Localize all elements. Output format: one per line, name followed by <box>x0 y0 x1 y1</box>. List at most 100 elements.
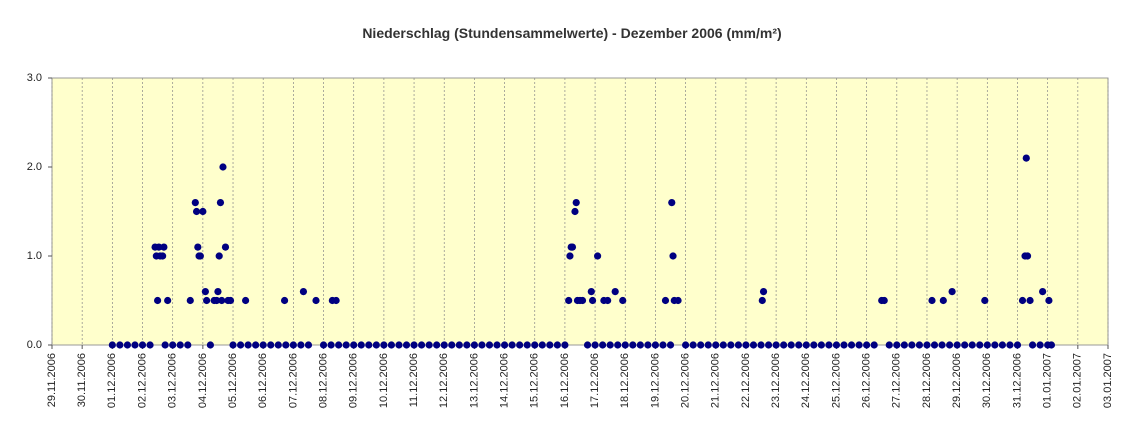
data-point <box>976 341 984 349</box>
data-point <box>825 341 833 349</box>
data-point <box>885 341 893 349</box>
data-point <box>832 341 841 349</box>
data-point <box>1026 296 1034 305</box>
x-tick-label: 03.01.2007 <box>1102 353 1114 408</box>
data-point <box>749 341 758 349</box>
data-point <box>948 288 956 296</box>
data-point <box>418 341 426 349</box>
data-point <box>485 341 494 349</box>
data-point <box>402 341 411 349</box>
x-tick-label: 01.12.2006 <box>106 353 118 408</box>
y-tick-label: 0.0 <box>27 339 42 351</box>
data-point <box>214 288 222 296</box>
data-point <box>546 341 554 349</box>
data-point <box>611 288 619 296</box>
x-tick-label: 16.12.2006 <box>559 353 571 408</box>
data-point <box>319 341 328 349</box>
data-point <box>267 341 275 349</box>
data-point <box>968 341 976 349</box>
data-point <box>1036 341 1044 349</box>
data-point <box>900 341 908 349</box>
data-point <box>350 341 358 349</box>
data-point <box>674 296 682 305</box>
data-point <box>335 341 343 349</box>
data-point <box>704 341 712 349</box>
x-tick-label: 18.12.2006 <box>619 353 631 408</box>
data-point <box>116 341 124 349</box>
x-tick-label: 12.12.2006 <box>438 353 450 408</box>
data-point <box>201 288 209 296</box>
data-point <box>478 341 486 349</box>
x-tick-label: 19.12.2006 <box>649 353 661 408</box>
data-point <box>229 341 237 349</box>
data-point <box>594 252 602 260</box>
x-tick-label: 11.12.2006 <box>408 353 420 407</box>
x-tick-label: 20.12.2006 <box>680 353 692 408</box>
data-point <box>493 341 501 349</box>
data-point <box>566 252 574 260</box>
data-point <box>123 341 132 349</box>
data-point <box>981 296 989 305</box>
x-tick-label: 09.12.2006 <box>348 353 360 408</box>
data-point <box>372 341 380 349</box>
data-point <box>619 296 627 305</box>
data-point <box>571 207 579 216</box>
data-point <box>659 341 667 349</box>
data-point <box>274 341 282 349</box>
x-tick-label: 30.11.2006 <box>76 353 88 407</box>
x-tick-label: 06.12.2006 <box>257 353 269 408</box>
data-point <box>192 207 201 216</box>
data-point <box>1028 341 1037 349</box>
data-point <box>470 341 478 349</box>
x-tick-label: 24.12.2006 <box>800 353 812 408</box>
data-point <box>651 341 660 349</box>
data-point <box>644 341 652 349</box>
x-tick-label: 29.11.2006 <box>46 353 58 407</box>
data-point <box>1045 296 1053 305</box>
data-point <box>199 207 207 216</box>
data-point <box>758 296 766 305</box>
data-point <box>661 296 670 305</box>
data-point <box>186 296 194 305</box>
data-point <box>946 341 954 349</box>
data-point <box>565 296 573 305</box>
x-tick-label: 02.12.2006 <box>136 353 148 408</box>
x-tick-label: 30.12.2006 <box>981 353 993 408</box>
data-point <box>629 341 637 349</box>
data-point <box>923 341 931 349</box>
data-point <box>289 341 297 349</box>
x-tick-label: 21.12.2006 <box>710 353 722 408</box>
data-point <box>666 341 675 349</box>
data-point <box>591 341 599 349</box>
x-tick-label: 13.12.2006 <box>468 353 480 408</box>
data-point <box>930 341 939 349</box>
data-point <box>146 341 154 349</box>
data-point <box>216 199 225 207</box>
x-tick-label: 29.12.2006 <box>951 353 963 408</box>
data-point <box>380 341 388 349</box>
data-point <box>870 341 878 349</box>
y-tick-label: 2.0 <box>27 161 42 173</box>
x-tick-label: 17.12.2006 <box>589 353 601 408</box>
data-point <box>203 296 211 305</box>
data-point <box>991 341 999 349</box>
data-point <box>669 252 677 260</box>
x-tick-label: 28.12.2006 <box>921 353 933 408</box>
data-point <box>516 341 524 349</box>
data-point <box>523 341 531 349</box>
data-point <box>196 252 204 260</box>
x-tick-label: 03.12.2006 <box>167 353 179 408</box>
data-point <box>893 341 901 349</box>
data-point <box>614 341 622 349</box>
x-tick-label: 05.12.2006 <box>227 353 239 408</box>
data-point <box>194 243 202 251</box>
data-point <box>908 341 916 349</box>
data-point <box>682 341 690 349</box>
data-point <box>880 296 888 305</box>
data-point <box>668 199 676 207</box>
data-point <box>772 341 780 349</box>
data-point <box>727 341 735 349</box>
data-point <box>433 341 441 349</box>
data-point <box>252 341 260 349</box>
data-point <box>236 341 245 349</box>
